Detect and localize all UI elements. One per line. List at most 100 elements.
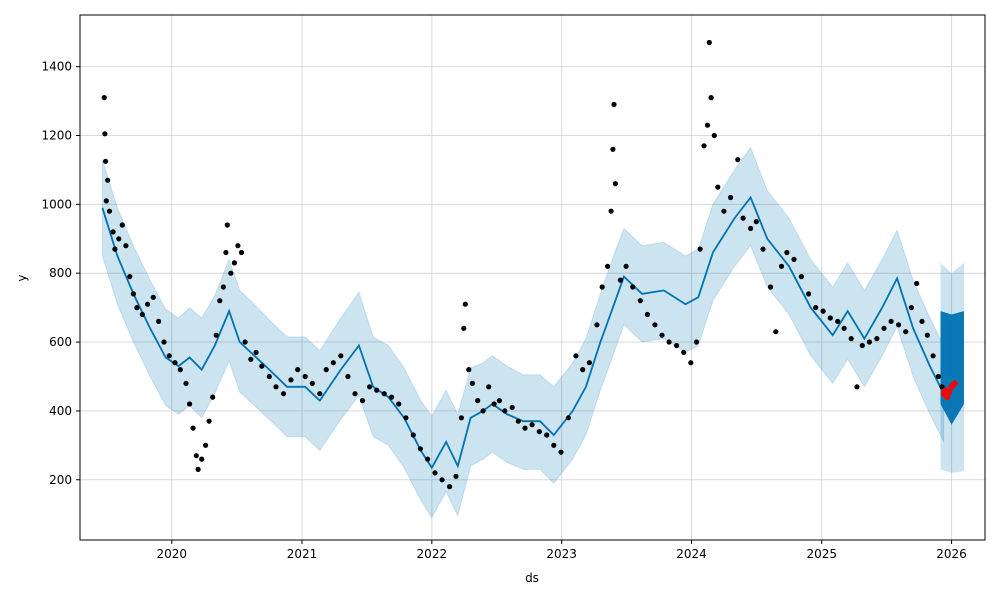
observed-point bbox=[238, 249, 245, 256]
observed-point bbox=[791, 256, 797, 262]
observed-point bbox=[480, 408, 486, 414]
observed-point bbox=[623, 263, 629, 269]
observed-point bbox=[102, 131, 108, 137]
observed-point bbox=[150, 294, 156, 300]
observed-point bbox=[644, 311, 651, 318]
observed-point bbox=[740, 215, 746, 221]
observed-point bbox=[134, 305, 140, 311]
observed-point bbox=[652, 322, 658, 328]
observed-point bbox=[509, 404, 515, 411]
observed-point bbox=[228, 270, 234, 276]
observed-point bbox=[820, 308, 826, 314]
observed-point bbox=[210, 394, 216, 400]
observed-point bbox=[103, 158, 109, 164]
observed-point bbox=[529, 422, 535, 428]
observed-point bbox=[748, 225, 754, 231]
observed-point bbox=[345, 373, 351, 380]
observed-point bbox=[674, 342, 680, 349]
observed-point bbox=[130, 291, 136, 297]
observed-point bbox=[156, 318, 162, 324]
observed-point bbox=[177, 367, 183, 373]
x-tick-label: 2026 bbox=[936, 547, 967, 561]
observed-point bbox=[753, 219, 759, 225]
observed-point bbox=[610, 146, 616, 152]
observed-point bbox=[637, 298, 643, 304]
observed-point bbox=[231, 260, 237, 266]
observed-point bbox=[253, 349, 259, 355]
x-axis-label: ds bbox=[525, 571, 539, 585]
observed-point bbox=[259, 363, 265, 369]
observed-point bbox=[101, 95, 107, 101]
y-tick-label: 600 bbox=[49, 335, 72, 349]
observed-point bbox=[223, 249, 229, 256]
observed-point bbox=[594, 322, 600, 328]
observed-point bbox=[193, 453, 199, 459]
highlight-point bbox=[951, 380, 958, 387]
highlight-points bbox=[940, 380, 958, 401]
highlight-point bbox=[946, 389, 953, 395]
observed-point bbox=[798, 274, 805, 280]
observed-point bbox=[502, 408, 508, 414]
observed-point bbox=[359, 398, 366, 404]
observed-point bbox=[522, 425, 528, 431]
observed-point bbox=[715, 184, 721, 190]
observed-point bbox=[848, 336, 854, 342]
observed-point bbox=[706, 39, 712, 46]
observed-point bbox=[608, 208, 614, 214]
observed-point bbox=[206, 418, 212, 424]
observed-point bbox=[403, 415, 409, 421]
observed-point bbox=[466, 367, 472, 373]
y-tick-label: 800 bbox=[49, 266, 72, 280]
observed-point bbox=[693, 339, 700, 345]
observed-point bbox=[866, 339, 873, 345]
observed-point bbox=[854, 384, 860, 390]
x-tick-label: 2023 bbox=[546, 547, 577, 561]
observed-point bbox=[161, 339, 167, 345]
observed-point bbox=[119, 222, 125, 228]
observed-point bbox=[813, 305, 819, 311]
y-tick-label: 400 bbox=[49, 404, 72, 418]
observed-point bbox=[835, 318, 841, 324]
observed-point bbox=[711, 132, 717, 139]
highlight-point bbox=[944, 394, 951, 401]
observed-point bbox=[453, 473, 459, 479]
observed-point bbox=[630, 284, 636, 290]
x-tick-label: 2020 bbox=[157, 547, 188, 561]
observed-point bbox=[704, 122, 711, 128]
observed-point bbox=[273, 384, 279, 390]
observed-point bbox=[381, 391, 387, 397]
observed-point bbox=[432, 470, 438, 476]
observed-point bbox=[116, 236, 122, 242]
observed-point bbox=[778, 263, 785, 269]
observed-point bbox=[599, 284, 605, 290]
observed-point bbox=[565, 415, 572, 421]
y-axis: 200 400 600 800 1000 1200 1400 bbox=[41, 60, 80, 487]
x-tick-label: 2024 bbox=[676, 547, 707, 561]
observed-point bbox=[389, 394, 395, 400]
observed-point bbox=[220, 284, 226, 290]
observed-point bbox=[558, 449, 564, 455]
observed-point bbox=[183, 380, 189, 386]
observed-point bbox=[235, 243, 241, 249]
observed-point bbox=[190, 425, 196, 431]
observed-point bbox=[666, 339, 672, 345]
observed-point bbox=[611, 101, 617, 108]
observed-points bbox=[101, 39, 945, 490]
observed-point bbox=[280, 391, 287, 397]
observed-point bbox=[410, 432, 416, 438]
observed-point bbox=[841, 325, 847, 331]
observed-point bbox=[166, 353, 172, 359]
observed-point bbox=[145, 301, 151, 307]
observed-point bbox=[919, 318, 925, 324]
observed-point bbox=[352, 391, 358, 397]
observed-point bbox=[888, 318, 894, 324]
observed-point bbox=[439, 477, 445, 483]
y-tick-label: 1000 bbox=[41, 197, 72, 211]
observed-point bbox=[773, 329, 779, 335]
observed-point bbox=[338, 353, 344, 359]
x-tick-label: 2021 bbox=[287, 547, 318, 561]
observed-point bbox=[908, 305, 915, 311]
observed-point bbox=[217, 298, 223, 304]
y-tick-label: 1200 bbox=[41, 128, 72, 142]
